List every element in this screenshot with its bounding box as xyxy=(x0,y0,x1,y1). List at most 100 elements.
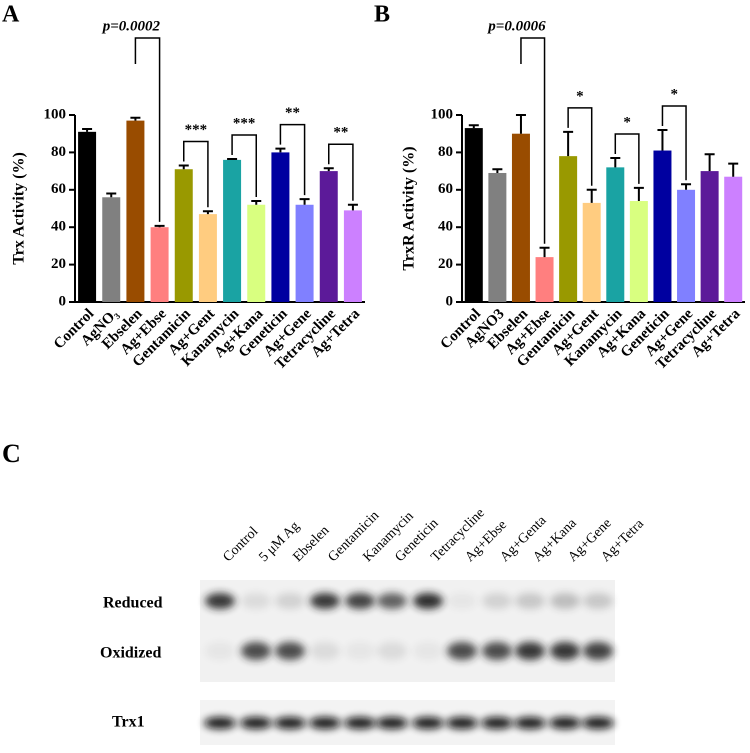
band-reduced xyxy=(447,593,477,609)
bar xyxy=(559,156,578,302)
y-tick-label: 0 xyxy=(446,293,454,309)
bar xyxy=(511,133,530,302)
bar xyxy=(223,159,242,302)
bar xyxy=(319,171,338,302)
significance-label: * xyxy=(623,114,631,130)
band-oxidized xyxy=(345,642,375,660)
band-trx1 xyxy=(481,717,513,729)
bar xyxy=(102,197,121,302)
y-tick-label: 40 xyxy=(438,219,453,235)
bar xyxy=(295,204,314,302)
bar xyxy=(126,120,145,302)
y-tick-label: 60 xyxy=(438,181,453,197)
error-bar xyxy=(681,183,692,190)
error-bar xyxy=(130,116,141,121)
band-oxidized xyxy=(515,642,545,660)
error-bar xyxy=(633,186,644,202)
panel-label: C xyxy=(2,439,21,468)
bar xyxy=(150,227,169,302)
bar xyxy=(488,172,507,302)
significance-bracket xyxy=(661,105,687,181)
band-oxidized xyxy=(583,642,613,660)
error-bar xyxy=(468,124,479,129)
band-reduced xyxy=(413,593,443,609)
error-bar xyxy=(728,162,739,177)
error-bar xyxy=(657,128,668,151)
band-trx1 xyxy=(549,717,581,729)
bar xyxy=(247,204,266,302)
error-bar xyxy=(227,157,238,160)
significance-bracket xyxy=(134,37,161,222)
significance-label: *** xyxy=(233,115,256,131)
band-trx1 xyxy=(412,717,444,729)
error-bar xyxy=(586,188,597,203)
bar xyxy=(724,176,743,302)
y-tick-label: 80 xyxy=(438,144,453,160)
significance-label: p=0.0006 xyxy=(486,18,546,34)
panel-label: A xyxy=(2,2,20,28)
band-reduced xyxy=(241,593,271,609)
band-trx1 xyxy=(240,717,272,729)
bar xyxy=(78,131,97,302)
band-oxidized xyxy=(241,642,271,660)
significance-label: *** xyxy=(185,122,208,138)
band-oxidized xyxy=(205,642,235,660)
error-bar xyxy=(515,114,526,134)
panel-label: B xyxy=(374,2,390,28)
band-reduced xyxy=(310,593,340,609)
band-oxidized xyxy=(310,642,340,660)
y-tick-label: 20 xyxy=(438,256,453,272)
band-reduced xyxy=(275,593,305,609)
band-oxidized xyxy=(377,642,407,660)
error-bar xyxy=(251,200,262,205)
error-bar xyxy=(178,164,189,170)
y-axis-label: Trx Activity (%) xyxy=(11,152,28,265)
error-bar xyxy=(299,198,310,205)
band-trx1 xyxy=(204,717,236,729)
lane-label: Control xyxy=(220,524,261,565)
error-bar xyxy=(154,224,165,228)
significance-label: * xyxy=(576,88,584,104)
band-trx1 xyxy=(446,717,478,729)
bar xyxy=(606,167,625,302)
band-oxidized xyxy=(482,642,512,660)
bar xyxy=(271,152,290,302)
bar xyxy=(700,171,719,302)
row-label: Reduced xyxy=(103,595,163,612)
blot-membrane xyxy=(200,580,615,682)
error-bar xyxy=(539,246,550,258)
band-trx1 xyxy=(344,717,376,729)
band-reduced xyxy=(482,593,512,609)
y-tick-label: 100 xyxy=(431,106,454,122)
band-reduced xyxy=(377,593,407,609)
bar xyxy=(582,202,601,302)
significance-label: p=0.0002 xyxy=(101,18,161,34)
error-bar xyxy=(106,192,117,198)
band-reduced xyxy=(205,593,235,609)
row-label: Oxidized xyxy=(100,645,161,662)
y-tick-label: 20 xyxy=(51,256,66,272)
bar xyxy=(677,189,696,302)
significance-bracket xyxy=(279,123,306,196)
bar xyxy=(343,210,362,302)
band-reduced xyxy=(345,593,375,609)
bar xyxy=(535,257,554,302)
significance-bracket xyxy=(520,37,546,244)
band-reduced xyxy=(583,593,613,609)
significance-bracket xyxy=(614,133,640,184)
significance-label: ** xyxy=(285,105,300,121)
error-bar xyxy=(82,128,93,132)
y-tick-label: 40 xyxy=(51,219,66,235)
significance-bracket xyxy=(183,140,209,208)
bar xyxy=(629,201,648,302)
y-axis-label: TrxR Activity (%) xyxy=(401,146,418,270)
band-oxidized xyxy=(447,642,477,660)
bar xyxy=(653,150,672,302)
y-tick-label: 60 xyxy=(51,181,66,197)
error-bar xyxy=(275,147,286,153)
y-tick-label: 100 xyxy=(44,106,67,122)
band-oxidized xyxy=(550,642,580,660)
y-tick-label: 80 xyxy=(51,144,66,160)
error-bar xyxy=(323,167,334,172)
band-oxidized xyxy=(413,642,443,660)
